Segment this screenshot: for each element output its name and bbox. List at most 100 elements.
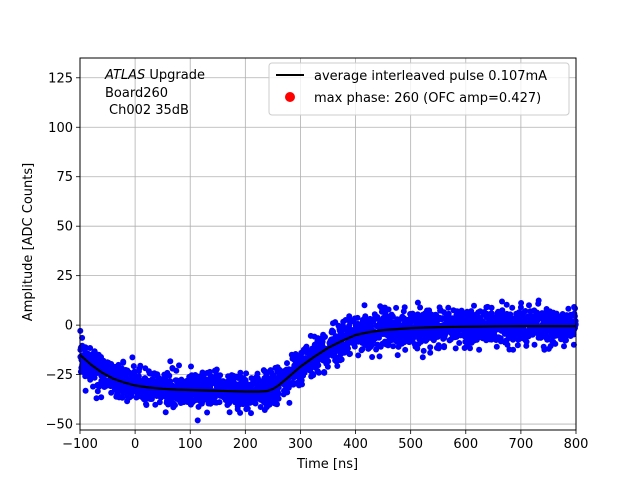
scatter-point xyxy=(488,336,495,343)
legend-box xyxy=(268,62,570,116)
scatter-point xyxy=(173,394,180,401)
scatter-point xyxy=(88,371,95,378)
x-axis: −100 0 100 200 300 400 500 600 700 800 xyxy=(62,430,588,452)
scatter-point xyxy=(561,343,567,350)
legend: average interleaved pulse 0.107mA max ph… xyxy=(268,62,570,116)
scatter-point xyxy=(122,384,129,390)
scatter-point xyxy=(200,379,207,386)
scatter-point xyxy=(321,369,328,376)
scatter-point xyxy=(233,393,240,400)
scatter-point xyxy=(382,310,389,317)
scatter-point xyxy=(135,368,142,375)
scatter-point xyxy=(243,370,250,377)
scatter-point xyxy=(217,391,224,398)
scatter-point xyxy=(103,361,110,368)
y-tick-label: 50 xyxy=(56,220,73,235)
scatter-point xyxy=(365,345,372,352)
scatter-point xyxy=(152,401,159,408)
scatter-point xyxy=(94,388,101,395)
y-tick-label: 100 xyxy=(48,121,73,136)
scatter-point xyxy=(285,384,292,391)
scatter-point xyxy=(334,363,341,369)
scatter-point xyxy=(374,314,381,320)
scatter-point xyxy=(102,381,109,388)
scatter-point xyxy=(436,314,443,321)
scatter-point xyxy=(396,322,402,329)
annotation-line-2: Board260 xyxy=(105,86,168,101)
scatter-point xyxy=(359,324,366,330)
scatter-point xyxy=(506,335,513,341)
scatter-point xyxy=(342,317,349,323)
scatter-point xyxy=(158,377,165,384)
scatter-point xyxy=(313,348,320,355)
scatter-point xyxy=(499,317,506,324)
y-tick-label: 0 xyxy=(65,319,73,334)
scatter-point xyxy=(188,363,194,370)
scatter-point xyxy=(338,356,345,363)
scatter-point xyxy=(110,365,117,372)
scatter-point xyxy=(286,399,293,406)
scatter-point xyxy=(93,395,100,402)
scatter-point xyxy=(248,393,255,400)
scatter-point xyxy=(257,378,264,385)
scatter-point xyxy=(445,318,452,325)
scatter-point xyxy=(257,404,264,410)
average-pulse-line xyxy=(79,325,576,393)
scatter-point xyxy=(275,395,282,402)
scatter-point xyxy=(354,325,361,332)
scatter-point xyxy=(458,309,465,316)
scatter-point xyxy=(416,314,423,321)
scatter-point xyxy=(329,352,336,359)
scatter-point xyxy=(388,311,395,318)
scatter-point xyxy=(193,378,200,385)
scatter-point xyxy=(390,343,397,350)
legend-label-max-phase: max phase: 260 (OFC amp=0.427) xyxy=(314,91,541,106)
scatter-point xyxy=(177,400,184,406)
scatter-point xyxy=(153,382,160,389)
scatter-point xyxy=(112,380,119,387)
scatter-point xyxy=(484,303,491,310)
x-tick-label: 0 xyxy=(131,437,139,452)
scatter-point xyxy=(401,304,408,311)
scatter-point xyxy=(150,370,157,377)
scatter-point xyxy=(347,350,353,357)
scatter-point xyxy=(414,299,421,306)
scatter-point xyxy=(336,325,343,332)
scatter-point xyxy=(113,385,120,392)
scatter-point xyxy=(405,319,412,326)
scatter-point xyxy=(120,358,127,365)
scatter-point xyxy=(308,373,315,380)
scatter-point xyxy=(517,327,523,334)
scatter-point xyxy=(504,341,511,348)
scatter-point xyxy=(376,319,383,326)
scatter-point xyxy=(273,379,280,385)
scatter-point xyxy=(96,383,103,390)
scatter-point xyxy=(96,360,103,367)
scatter-point xyxy=(448,329,455,336)
y-tick-label: 75 xyxy=(56,170,73,185)
scatter-point xyxy=(198,400,205,407)
scatter-point xyxy=(531,341,538,348)
scatter-point xyxy=(324,363,331,370)
scatter-point xyxy=(475,309,482,316)
scatter-point xyxy=(527,312,534,319)
scatter-point xyxy=(542,334,549,341)
scatter-point xyxy=(248,410,254,417)
scatter-point xyxy=(108,370,114,377)
scatter-point xyxy=(78,364,85,371)
scatter-point xyxy=(346,313,353,320)
scatter-point xyxy=(194,417,201,424)
scatter-point xyxy=(345,345,351,352)
scatter-point xyxy=(565,305,572,312)
scatter-point xyxy=(329,336,336,343)
scatter-point xyxy=(562,333,569,340)
scatter-point xyxy=(85,352,92,359)
scatter-point xyxy=(213,366,220,373)
scatter-point xyxy=(394,352,401,359)
scatter-point xyxy=(562,337,569,344)
scatter-point xyxy=(143,401,149,407)
scatter-point xyxy=(479,335,486,342)
scatter-point xyxy=(518,300,525,306)
scatter-point xyxy=(535,334,542,341)
scatter-point xyxy=(87,345,94,351)
